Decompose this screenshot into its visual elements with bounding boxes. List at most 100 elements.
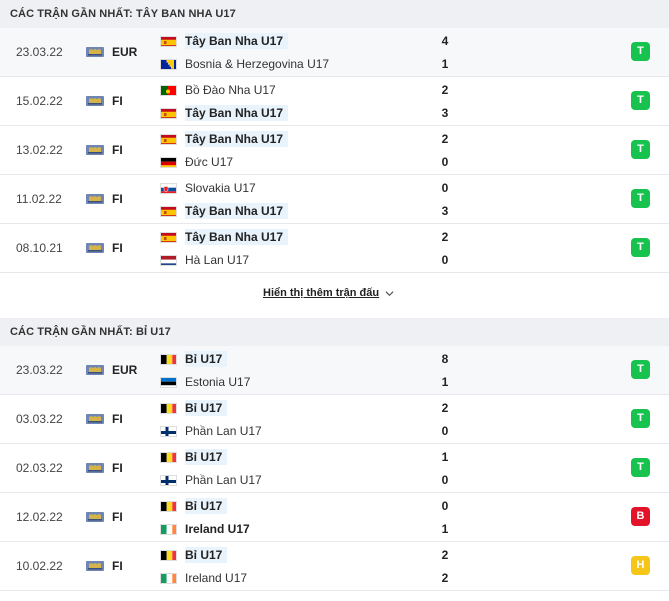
- away-score: 1: [441, 522, 449, 536]
- away-team: Tây Ban Nha U17: [160, 104, 289, 122]
- netherlands-flag-icon: [160, 254, 177, 266]
- match-date: 23.03.22: [16, 45, 63, 59]
- estonia-flag-icon: [160, 376, 177, 388]
- finland-flag-icon: [160, 474, 177, 486]
- away-team-name: Ireland U17: [185, 522, 250, 536]
- home-team-name: Tây Ban Nha U17: [185, 229, 289, 245]
- portugal-flag-icon: [160, 84, 177, 96]
- away-score: 3: [441, 204, 449, 218]
- away-team-name: Đức U17: [185, 155, 234, 169]
- match-date: 02.03.22: [16, 461, 63, 475]
- competition-code: FI: [112, 559, 123, 573]
- home-score: 0: [441, 181, 449, 195]
- home-team-name: Tây Ban Nha U17: [185, 33, 289, 49]
- slovakia-flag-icon: [160, 182, 177, 194]
- match-row[interactable]: 15.02.22 FI Bồ Đào Nha U17 Tây Ban Nha U17 2…: [0, 77, 669, 126]
- away-team: Đức U17: [160, 153, 237, 171]
- home-team: Bỉ U17: [160, 399, 228, 417]
- show-more-link[interactable]: Hiển thị thêm trận đấu: [263, 287, 394, 299]
- home-score: 0: [441, 499, 449, 513]
- away-team: Tây Ban Nha U17: [160, 202, 289, 220]
- match-row[interactable]: 03.03.22 FI Bỉ U17 Phần Lan U17 2 0 T: [0, 395, 669, 444]
- away-score: 0: [441, 155, 449, 169]
- ireland-flag-icon: [160, 523, 177, 535]
- competition-code: FI: [112, 412, 123, 426]
- match-row[interactable]: 23.03.22 EUR Bỉ U17 Estonia U17 8 1 T: [0, 346, 669, 395]
- home-score: 2: [441, 230, 449, 244]
- home-score: 8: [441, 352, 449, 366]
- away-team: Phần Lan U17: [160, 422, 266, 440]
- away-score: 0: [441, 424, 449, 438]
- match-date: 11.02.22: [16, 192, 62, 206]
- finland-flag-icon: [160, 425, 177, 437]
- home-team-name: Bỉ U17: [185, 547, 228, 563]
- result-badge: T: [631, 458, 650, 477]
- section-spain: CÁC TRẬN GẦN NHẤT: TÂY BAN NHA U17 23.03…: [0, 0, 669, 299]
- match-row[interactable]: 10.02.22 FI Bỉ U17 Ireland U17 2 2 H: [0, 542, 669, 591]
- away-team: Phần Lan U17: [160, 471, 266, 489]
- result-badge: T: [631, 360, 650, 379]
- germany-flag-icon: [160, 156, 177, 168]
- match-date: 15.02.22: [16, 94, 63, 108]
- spain-flag-icon: [160, 107, 177, 119]
- belgium-flag-icon: [160, 402, 177, 414]
- match-date: 08.10.21: [16, 241, 63, 255]
- match-date: 12.02.22: [16, 510, 63, 524]
- away-team-name: Bosnia & Herzegovina U17: [185, 57, 330, 71]
- home-team-name: Bồ Đào Nha U17: [185, 83, 276, 97]
- competition-icon: [85, 45, 105, 59]
- match-row[interactable]: 08.10.21 FI Tây Ban Nha U17 Hà Lan U17 2 0 T: [0, 224, 669, 273]
- away-team-name: Hà Lan U17: [185, 253, 250, 267]
- home-team: Bỉ U17: [160, 350, 228, 368]
- away-score: 1: [441, 57, 449, 71]
- away-score: 1: [441, 375, 449, 389]
- away-team: Hà Lan U17: [160, 251, 253, 269]
- home-team: Bỉ U17: [160, 497, 228, 515]
- away-score: 0: [441, 473, 449, 487]
- competition-code: FI: [112, 510, 123, 524]
- match-row[interactable]: 23.03.22 EUR Tây Ban Nha U17 Bosnia & Herze…: [0, 28, 669, 77]
- bosnia-flag-icon: [160, 58, 177, 70]
- result-badge: B: [631, 507, 650, 526]
- away-team: Ireland U17: [160, 520, 254, 538]
- match-date: 10.02.22: [16, 559, 63, 573]
- spain-flag-icon: [160, 133, 177, 145]
- home-team-name: Bỉ U17: [185, 498, 228, 514]
- away-team: Estonia U17: [160, 373, 254, 391]
- away-team-name: Ireland U17: [185, 571, 248, 585]
- away-score: 2: [441, 571, 449, 585]
- home-team-name: Bỉ U17: [185, 400, 228, 416]
- competition-code: EUR: [112, 363, 138, 377]
- away-team: Bosnia & Herzegovina U17: [160, 55, 333, 73]
- match-date: 23.03.22: [16, 363, 63, 377]
- match-date: 13.02.22: [16, 143, 63, 157]
- result-badge: T: [631, 238, 650, 257]
- competition-code: FI: [112, 192, 123, 206]
- competition-icon: [85, 143, 105, 157]
- home-score: 2: [441, 401, 449, 415]
- chevron-down-icon: [385, 290, 394, 296]
- match-date: 03.03.22: [16, 412, 63, 426]
- match-row[interactable]: 12.02.22 FI Bỉ U17 Ireland U17 0 1 B: [0, 493, 669, 542]
- match-row[interactable]: 02.03.22 FI Bỉ U17 Phần Lan U17 1 0 T: [0, 444, 669, 493]
- home-team-name: Slovakia U17: [185, 181, 256, 195]
- belgium-flag-icon: [160, 500, 177, 512]
- result-badge: T: [631, 140, 650, 159]
- match-row[interactable]: 11.02.22 FI Slovakia U17 Tây Ban Nha U17 0 3 T: [0, 175, 669, 224]
- competition-icon: [85, 510, 105, 524]
- competition-code: FI: [112, 241, 123, 255]
- away-team-name: Estonia U17: [185, 375, 251, 389]
- home-team-name: Bỉ U17: [185, 351, 228, 367]
- home-team-name: Tây Ban Nha U17: [185, 131, 289, 147]
- belgium-flag-icon: [160, 353, 177, 365]
- away-team-name: Tây Ban Nha U17: [185, 203, 289, 219]
- match-row[interactable]: 13.02.22 FI Tây Ban Nha U17 Đức U17 2 0 T: [0, 126, 669, 175]
- competition-code: FI: [112, 143, 123, 157]
- section-header-belgium: CÁC TRẬN GẦN NHẤT: BỈ U17: [0, 318, 669, 346]
- home-team: Bồ Đào Nha U17: [160, 81, 280, 99]
- away-team: Ireland U17: [160, 569, 251, 587]
- away-team-name: Tây Ban Nha U17: [185, 105, 289, 121]
- competition-icon: [85, 241, 105, 255]
- home-team: Bỉ U17: [160, 448, 228, 466]
- home-score: 2: [441, 548, 449, 562]
